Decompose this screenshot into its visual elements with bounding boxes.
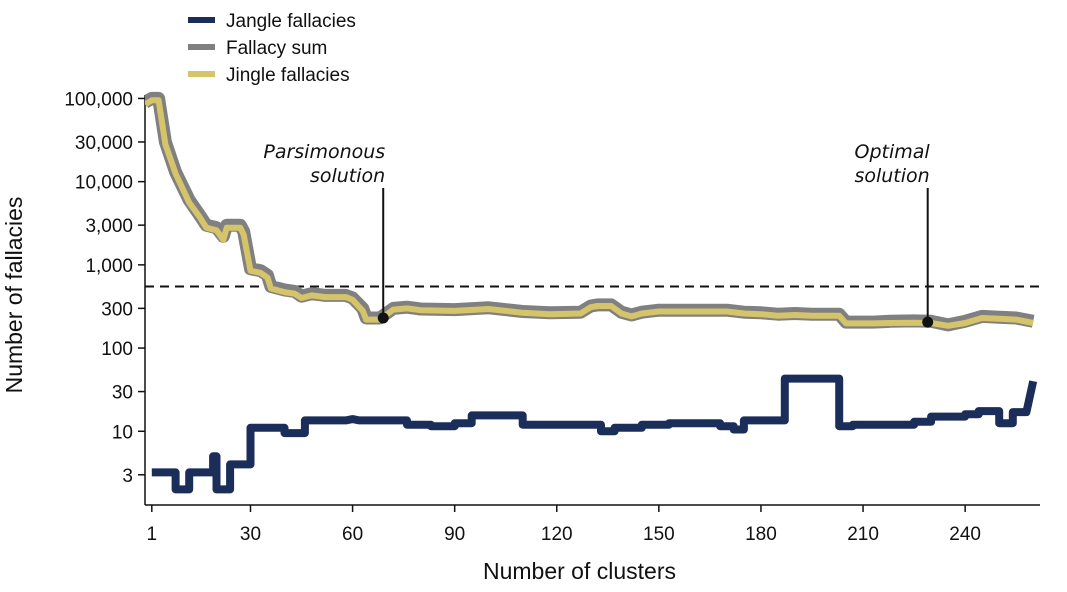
x-tick-label: 240 [949, 524, 981, 545]
series-line-jingle-fallacies [145, 97, 1034, 329]
y-tick-label: 100,000 [64, 89, 133, 110]
annotation-text-line: solution [310, 165, 385, 187]
series-line-jangle-fallacies [151, 374, 1038, 494]
x-tick-label: 180 [745, 524, 777, 545]
y-tick-label: 30,000 [75, 133, 133, 154]
axes: 3 10 30 100 300 1,000 3,000 10,000 30,000 100,000… [1, 89, 1040, 584]
annotation-marker [922, 316, 934, 328]
legend-item-jangle-fallacies: Jangle fallacies [188, 11, 356, 32]
legend: Jangle fallacies Fallacy sum Jingle fallac… [188, 11, 356, 86]
y-tick-label: 100 [101, 339, 133, 360]
y-tick-label: 30 [112, 383, 133, 404]
y-tick-label: 3 [122, 466, 133, 487]
x-tick-label: 120 [541, 524, 573, 545]
annotation-text-line: Parsimonous [263, 141, 385, 163]
y-tick-label: 300 [101, 299, 133, 320]
legend-item-jingle-fallacies: Jingle fallacies [188, 65, 350, 86]
annotation-text-line: solution [854, 165, 929, 187]
legend-label: Jingle fallacies [226, 65, 350, 86]
y-tick-label: 10 [112, 422, 133, 443]
legend-label: Fallacy sum [226, 38, 327, 59]
x-axis-title: Number of clusters [483, 558, 676, 584]
x-tick-label: 90 [444, 524, 465, 545]
legend-item-fallacy-sum: Fallacy sum [188, 38, 327, 59]
annotation-marker [377, 312, 389, 324]
x-tick-label: 150 [643, 524, 675, 545]
annotation-text-line: Optimal [855, 141, 931, 163]
y-tick-label: 1,000 [85, 256, 133, 277]
x-tick-label: 210 [847, 524, 879, 545]
x-tick-label: 60 [342, 524, 363, 545]
y-tick-label: 3,000 [85, 216, 133, 237]
x-tick-label: 30 [240, 524, 261, 545]
y-axis-title: Number of fallacies [1, 197, 27, 394]
y-tick-label: 10,000 [75, 173, 133, 194]
legend-label: Jangle fallacies [226, 11, 356, 32]
x-tick-label: 1 [147, 524, 158, 545]
series-layer [145, 91, 1038, 494]
